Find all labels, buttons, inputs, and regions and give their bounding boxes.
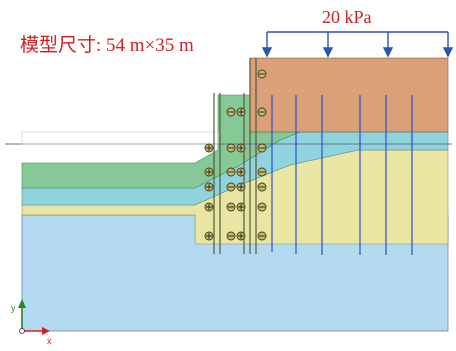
coordinate-axes: y x	[11, 299, 52, 346]
pile-lines	[271, 95, 413, 255]
distributed-load	[261, 31, 454, 58]
soil-layer-top-brown	[249, 57, 449, 133]
model-size-annotation: 模型尺寸: 54 m×35 m	[20, 35, 194, 56]
anchor-markers	[204, 69, 267, 241]
load-annotation: 20 kPa	[322, 7, 372, 27]
retaining-walls	[213, 58, 257, 254]
x-axis-label: x	[47, 336, 52, 346]
ghost-outline	[21, 131, 219, 145]
y-axis-label: y	[11, 303, 16, 313]
